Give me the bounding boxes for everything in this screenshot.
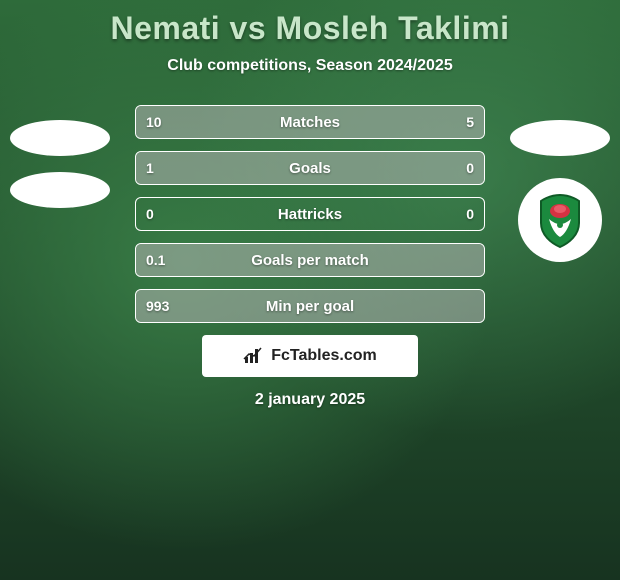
watermark-text: FcTables.com <box>271 347 377 365</box>
stat-label: Goals per match <box>136 252 484 269</box>
stat-row: 10Goals <box>135 151 485 185</box>
stat-label: Min per goal <box>136 298 484 315</box>
stat-row: 105Matches <box>135 105 485 139</box>
stats-container: 105Matches 10Goals 00Hattricks 0.1Goals per… <box>0 105 620 323</box>
stat-label: Hattricks <box>136 206 484 223</box>
date-label: 2 january 2025 <box>0 391 620 409</box>
stat-label: Matches <box>136 114 484 131</box>
chart-icon <box>243 347 265 365</box>
subtitle: Club competitions, Season 2024/2025 <box>0 57 620 75</box>
stat-row: 0.1Goals per match <box>135 243 485 277</box>
stat-row: 00Hattricks <box>135 197 485 231</box>
page-title: Nemati vs Mosleh Taklimi <box>0 10 620 47</box>
stat-label: Goals <box>136 160 484 177</box>
stat-row: 993Min per goal <box>135 289 485 323</box>
watermark: FcTables.com <box>202 335 418 377</box>
